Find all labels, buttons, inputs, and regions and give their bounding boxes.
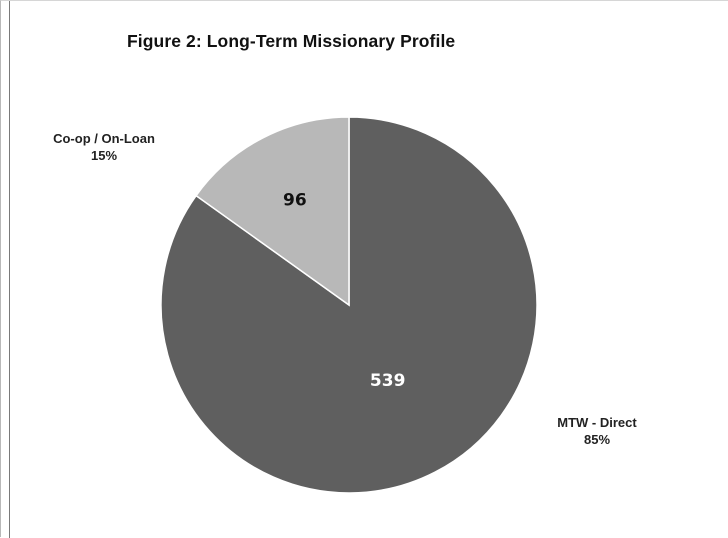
category-label-coop-on-loan: Co-op / On-Loan 15% bbox=[29, 130, 179, 164]
chart-title: Figure 2: Long-Term Missionary Profile bbox=[127, 31, 456, 51]
pie-slice-coop-on-loan bbox=[195, 116, 350, 307]
slice-value-label-coop-on-loan: 96 bbox=[283, 191, 307, 211]
slice-value-label-mtw-direct: 539 bbox=[370, 371, 406, 391]
chart-frame-edge bbox=[9, 1, 10, 538]
category-percent: 85% bbox=[583, 432, 611, 447]
category-percent: 15% bbox=[90, 148, 118, 163]
pie-slices bbox=[160, 116, 538, 494]
category-name: MTW - Direct bbox=[557, 415, 637, 430]
category-label-mtw-direct: MTW - Direct 85% bbox=[537, 414, 657, 448]
category-name: Co-op / On-Loan bbox=[53, 131, 155, 146]
